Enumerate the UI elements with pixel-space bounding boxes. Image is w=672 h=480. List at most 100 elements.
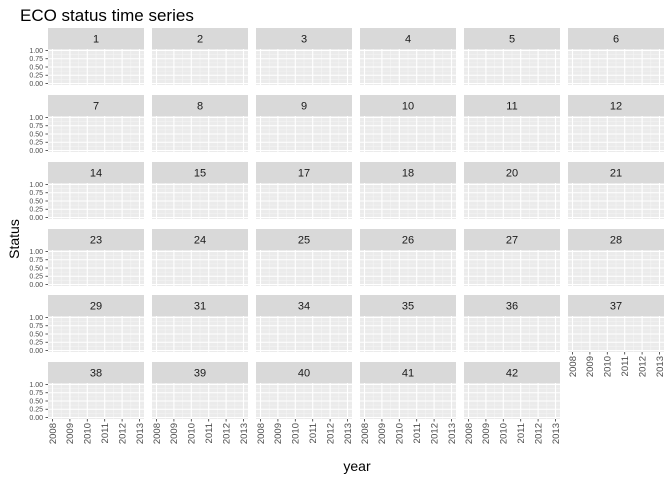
y-tick-label: 0.00: [29, 282, 43, 289]
facet-strip-label: 3: [301, 34, 307, 46]
facet-strip: [48, 28, 144, 49]
facet-strip-label: 20: [506, 168, 518, 180]
facet-strip-label: 23: [90, 235, 102, 247]
x-tick-label: 2011: [204, 423, 215, 443]
facet-strip-label: 5: [509, 34, 515, 46]
facet-strip-label: 12: [610, 101, 622, 113]
facet-strip: [568, 295, 664, 316]
facet-strip-label: 28: [610, 235, 622, 247]
facet-strip-label: 6: [613, 34, 619, 46]
facet-panel-15: 15: [152, 162, 248, 219]
facet-panel-36: 36: [464, 295, 560, 352]
y-tick-label: 1.00: [29, 249, 43, 256]
facet-panel-2: 2: [152, 28, 248, 85]
facet-strip-label: 8: [197, 101, 203, 113]
facet-panel-31: 31: [152, 295, 248, 352]
facet-strip-label: 26: [402, 235, 414, 247]
facet-strip-label: 14: [90, 168, 102, 180]
y-tick-label: 0.25: [29, 140, 43, 147]
facet-strip: [256, 28, 352, 49]
x-tick-label: 2010: [499, 423, 510, 444]
y-tick-label: 1.00: [29, 48, 43, 55]
facet-strip: [48, 229, 144, 250]
facet-panel-12: 12: [568, 95, 664, 152]
facet-strip-label: 36: [506, 301, 518, 313]
x-tick-label: 2013: [135, 423, 146, 444]
facet-panel-21: 21: [568, 162, 664, 219]
facet-panel-20: 20: [464, 162, 560, 219]
x-tick-label: 2010: [603, 356, 614, 377]
facet-panel-25: 25: [256, 229, 352, 286]
y-tick-label: 0.75: [29, 190, 43, 197]
x-tick-label: 2013: [239, 423, 250, 444]
x-tick-label: 2011: [516, 423, 527, 443]
x-tick-label: 2012: [637, 356, 648, 377]
x-tick-label: 2011: [412, 423, 423, 443]
facet-strip: [256, 95, 352, 116]
y-tick-label: 0.00: [29, 81, 43, 88]
facet-strip-label: 11: [506, 101, 517, 113]
y-tick-label: 0.25: [29, 274, 43, 281]
x-tick-label: 2009: [481, 423, 492, 444]
facet-strip-label: 17: [298, 168, 310, 180]
x-tick-label: 2008: [48, 423, 59, 444]
facet-panel-29: 29 1.000.750.50 0.250.00: [29, 295, 144, 355]
x-tick-label: 2012: [533, 423, 544, 444]
x-tick-label: 2009: [65, 423, 76, 444]
facet-panel-10: 10: [360, 95, 456, 152]
y-tick-label: 1.00: [29, 382, 43, 389]
facet-panel-8: 8: [152, 95, 248, 152]
x-tick-label: 2012: [117, 423, 128, 444]
facet-strip-label: 31: [194, 301, 206, 313]
y-tick-label: 0.75: [29, 257, 43, 264]
facet-panel-24: 24: [152, 229, 248, 286]
facet-strip: [152, 362, 248, 383]
facet-strip: [256, 229, 352, 250]
x-tick-label: 2011: [100, 423, 111, 443]
y-tick-label: 0.00: [29, 415, 43, 422]
y-tick-label: 0.50: [29, 198, 43, 205]
y-tick-label: 0.00: [29, 215, 43, 222]
facet-panel-23: 23 1.000.750.50 0.250.00: [29, 229, 144, 289]
facet-strip: [152, 295, 248, 316]
facet-strip: [568, 28, 664, 49]
x-tick-label: 2013: [343, 423, 354, 444]
facet-strip: [464, 95, 560, 116]
y-tick-label: 0.75: [29, 323, 43, 330]
x-tick-label: 2011: [620, 356, 631, 376]
x-tick-label: 2009: [273, 423, 284, 444]
facet-strip-label: 18: [402, 168, 414, 180]
y-tick-label: 0.50: [29, 265, 43, 272]
facet-strip-label: 2: [197, 34, 203, 46]
facet-strip-label: 7: [93, 101, 99, 113]
x-tick-label: 2013: [447, 423, 458, 444]
y-tick-label: 0.50: [29, 64, 43, 71]
x-tick-label: 2012: [325, 423, 336, 444]
x-axis-title: year: [343, 458, 371, 474]
y-tick-label: 0.75: [29, 56, 43, 63]
y-tick-label: 0.50: [29, 398, 43, 405]
y-tick-label: 0.00: [29, 348, 43, 355]
x-tick-label: 2009: [377, 423, 388, 444]
facet-strip: [464, 28, 560, 49]
facet-strip: [360, 295, 456, 316]
facet-strip-label: 29: [90, 301, 102, 313]
facet-panel-38: 38 1.000.750.50 0.250.00 2008 2009 2010 2011 20…: [29, 362, 146, 444]
facet-strip: [256, 295, 352, 316]
facet-panel-3: 3: [256, 28, 352, 85]
facet-strip: [360, 95, 456, 116]
facet-panels: 11.000.750.500.250.002 3 4 5 671.000.750.500…: [29, 28, 666, 444]
facet-strip: [464, 162, 560, 183]
x-tick-label: 2008: [152, 423, 163, 444]
facet-strip-label: 34: [298, 301, 310, 313]
y-tick-label: 0.75: [29, 123, 43, 130]
x-tick-label: 2010: [83, 423, 94, 444]
facet-panel-26: 26: [360, 229, 456, 286]
x-tick-label: 2008: [256, 423, 267, 444]
facet-panel-1: 1 1.000.750.50 0.250.00: [29, 28, 144, 88]
facet-strip: [152, 28, 248, 49]
x-tick-label: 2009: [169, 423, 180, 444]
x-tick-label: 2010: [291, 423, 302, 444]
